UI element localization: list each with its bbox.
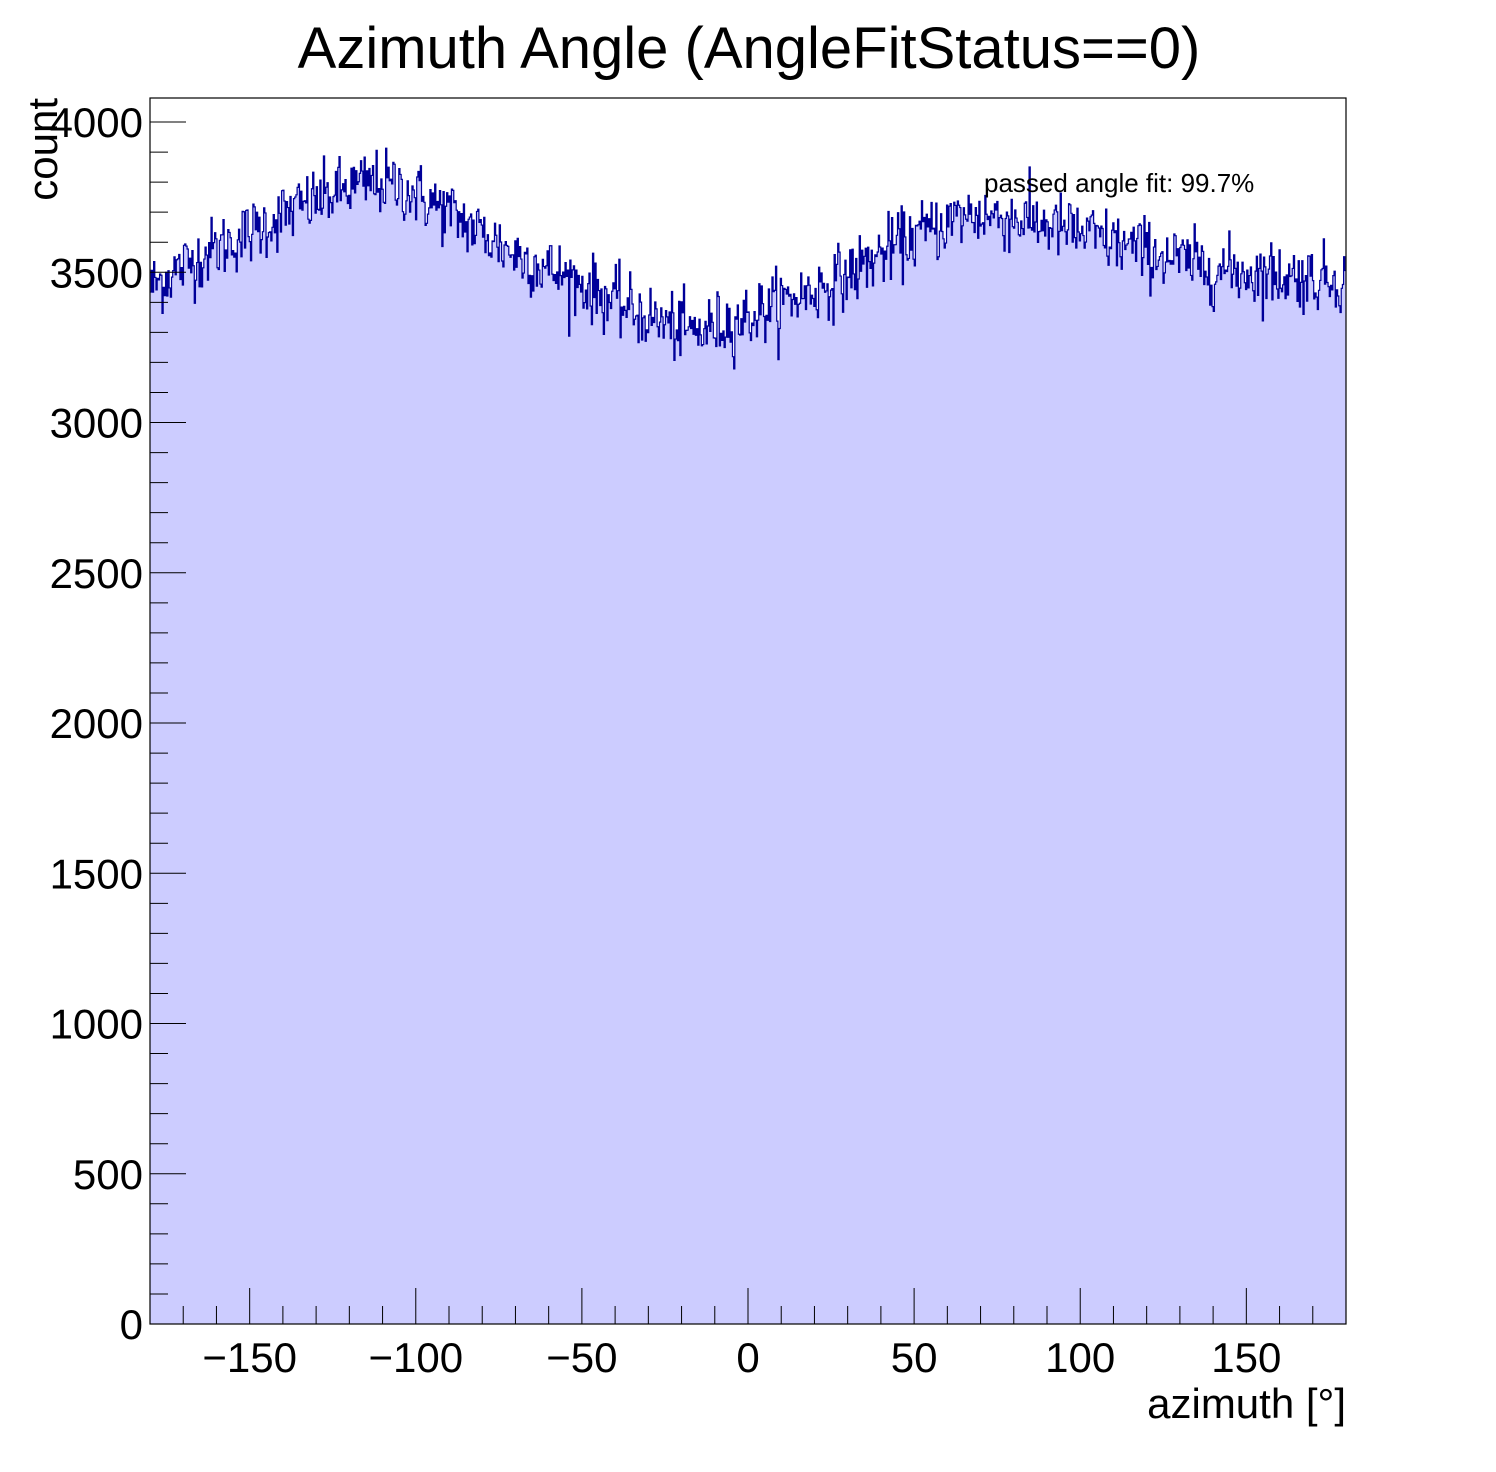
x-tick-label: 0 bbox=[736, 1334, 759, 1381]
y-axis-label: count bbox=[19, 98, 66, 201]
chart-title: Azimuth Angle (AngleFitStatus==0) bbox=[298, 16, 1201, 81]
y-tick-label: 1500 bbox=[50, 850, 143, 897]
x-tick-label: −150 bbox=[202, 1334, 297, 1381]
x-tick-label: 150 bbox=[1211, 1334, 1281, 1381]
y-tick-label: 500 bbox=[73, 1151, 143, 1198]
x-tick-label: 50 bbox=[891, 1334, 938, 1381]
y-tick-label: 3500 bbox=[50, 249, 143, 296]
y-tick-label: 0 bbox=[120, 1301, 143, 1348]
x-tick-label: −50 bbox=[546, 1334, 617, 1381]
x-tick-label: 100 bbox=[1045, 1334, 1115, 1381]
y-tick-label: 3000 bbox=[50, 400, 143, 447]
y-tick-label: 2500 bbox=[50, 550, 143, 597]
y-tick-label: 2000 bbox=[50, 700, 143, 747]
y-tick-label: 4000 bbox=[50, 99, 143, 146]
histogram-layer bbox=[150, 147, 1346, 1325]
histogram-fill bbox=[150, 148, 1346, 1325]
histogram-outline bbox=[150, 147, 1346, 370]
x-axis-label: azimuth [°] bbox=[1147, 1380, 1346, 1427]
x-tick-label: −100 bbox=[368, 1334, 463, 1381]
y-tick-label: 1000 bbox=[50, 1001, 143, 1048]
axes-layer: −150 −100 −50 0 50 100 15005001000150020002500… bbox=[50, 99, 1347, 1381]
fit-annotation: passed angle fit: 99.7% bbox=[984, 168, 1254, 198]
